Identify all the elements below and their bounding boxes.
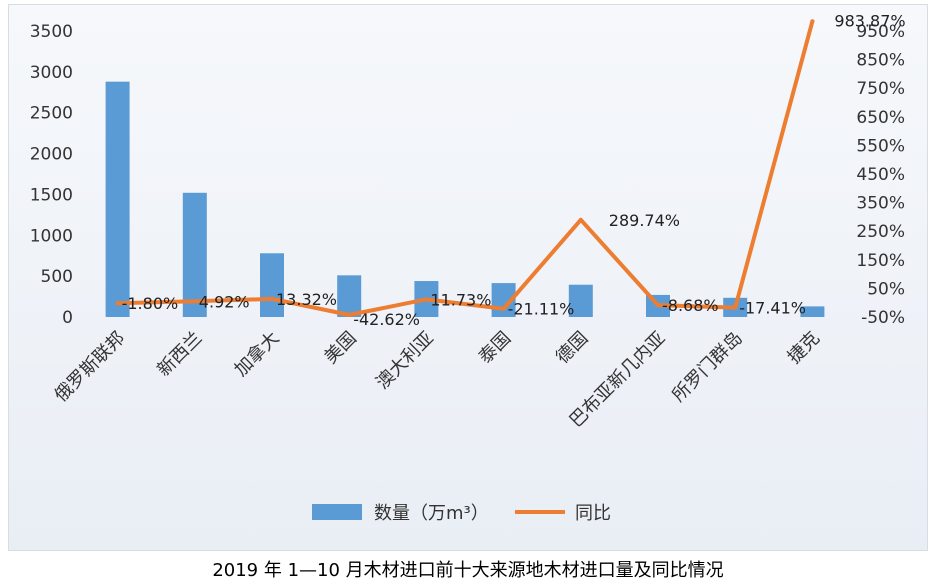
- line-point: [501, 306, 506, 311]
- legend: 数量（万m³） 同比: [312, 503, 611, 524]
- chart-frame: 0 500 1000 1500 2000 2500 3000 3500 -50% 50% 150%…: [8, 4, 928, 551]
- line-point: [115, 301, 120, 306]
- legend-bar-swatch: [312, 504, 362, 520]
- line-data-label: -1.80%: [122, 294, 179, 313]
- category-label: 捷克: [784, 328, 824, 368]
- left-tick-label: 2500: [30, 104, 73, 124]
- category-label: 澳大利亚: [372, 328, 438, 394]
- chart-caption: 2019 年 1—10 月木材进口前十大来源地木材进口量及同比情况: [212, 560, 724, 581]
- left-tick-label: 2000: [30, 145, 73, 165]
- line-data-label: -17.41%: [739, 299, 806, 318]
- line-point: [656, 303, 660, 308]
- category-label: 加拿大: [230, 327, 284, 381]
- line-point: [810, 19, 815, 24]
- left-tick-label: 3500: [30, 22, 73, 42]
- left-tick-label: 3000: [30, 63, 73, 83]
- line-point: [270, 296, 274, 301]
- left-tick-label: 0: [62, 308, 73, 328]
- right-tick-label: 450%: [856, 165, 905, 185]
- line-data-label: 4.92%: [199, 292, 250, 311]
- category-label: 新西兰: [153, 328, 206, 381]
- right-tick-label: 550%: [856, 136, 905, 156]
- legend-bar-label: 数量（万m³）: [374, 503, 489, 524]
- line-data-label: 13.32%: [276, 290, 337, 309]
- bar: [568, 284, 593, 317]
- category-label: 俄罗斯联邦: [51, 328, 129, 406]
- right-axis-ticks: -50% 50% 150% 250% 350% 450% 550% 650% 750% 850% 9…: [856, 22, 905, 328]
- series-line: [115, 19, 815, 317]
- line-data-labels: -1.80% 4.92% 13.32% -42.62% 11.73% -21.11% 289…: [122, 11, 906, 329]
- line-data-label: -21.11%: [508, 300, 575, 319]
- line-point: [733, 305, 738, 310]
- bar: [105, 81, 130, 317]
- bar: [337, 275, 362, 317]
- line-point: [192, 299, 197, 304]
- right-tick-label: 750%: [856, 79, 905, 99]
- left-axis-ticks: 0 500 1000 1500 2000 2500 3000 3500: [30, 22, 73, 328]
- line-data-label: -8.68%: [662, 296, 719, 315]
- left-tick-label: 1500: [30, 185, 73, 205]
- bar-series: [105, 81, 825, 317]
- line-point: [578, 217, 583, 222]
- line-data-label: 983.87%: [834, 11, 905, 30]
- bar: [182, 192, 207, 317]
- right-tick-label: 150%: [856, 251, 905, 271]
- right-tick-label: 650%: [856, 108, 905, 128]
- line-point: [347, 312, 352, 317]
- legend-line-label: 同比: [575, 503, 611, 524]
- category-label: 泰国: [475, 328, 515, 368]
- line-data-label: -42.62%: [353, 310, 420, 329]
- category-label: 德国: [552, 328, 592, 368]
- bar: [260, 253, 284, 317]
- category-label: 所罗门群岛: [668, 328, 746, 406]
- right-tick-label: 250%: [856, 222, 905, 242]
- line-data-label: 289.74%: [609, 211, 680, 230]
- right-tick-label: 350%: [856, 194, 905, 214]
- category-label: 美国: [320, 328, 360, 368]
- left-tick-label: 1000: [30, 226, 73, 246]
- left-tick-label: 500: [41, 267, 73, 287]
- line-point: [424, 297, 429, 302]
- line-series: [115, 19, 815, 317]
- bar: [800, 306, 825, 317]
- right-tick-label: 50%: [867, 279, 905, 299]
- right-tick-label: -50%: [861, 308, 905, 328]
- right-tick-label: 850%: [856, 51, 905, 71]
- combo-chart: 0 500 1000 1500 2000 2500 3000 3500 -50% 50% 150%…: [30, 11, 906, 524]
- right-tick-label: 950%: [856, 22, 905, 42]
- line-data-label: 11.73%: [430, 290, 491, 309]
